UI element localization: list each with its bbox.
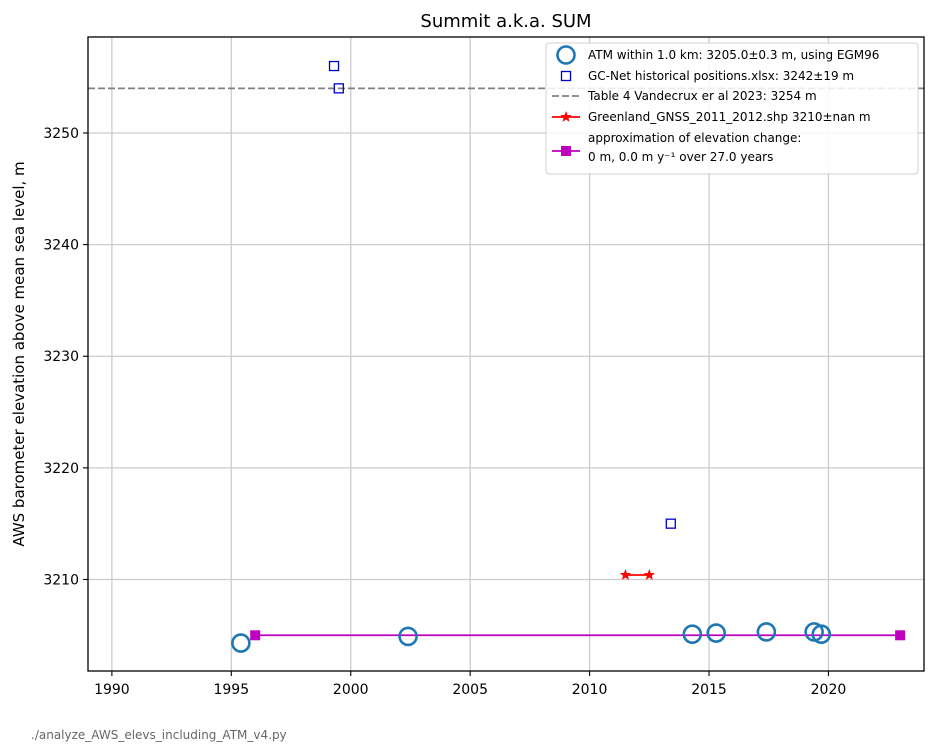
x-tick-label: 1990	[94, 682, 130, 698]
y-tick-label: 3240	[43, 238, 79, 254]
atm-point	[398, 626, 418, 647]
y-tick-label: 3230	[43, 349, 79, 365]
legend-gcnet-marker	[560, 70, 572, 82]
approximation-point	[250, 630, 261, 641]
legend-gnss-label: Greenland_GNSS_2011_2012.shp 3210±nan m	[588, 110, 871, 124]
x-tick-label: 2005	[452, 682, 488, 698]
legend-approx-label-line1: approximation of elevation change:	[588, 131, 801, 145]
legend: ATM within 1.0 km: 3205.0±0.3 m, using E…	[545, 42, 919, 175]
approximation-point	[895, 630, 906, 641]
legend-gnss-marker	[560, 111, 572, 122]
atm-point	[682, 624, 703, 644]
x-tick-label: 2010	[572, 682, 608, 698]
atm-point	[231, 633, 251, 653]
y-axis-label: AWS barometer elevation above mean sea l…	[10, 161, 28, 546]
chart-title: Summit a.k.a. SUM	[420, 11, 591, 32]
legend-atm-label: ATM within 1.0 km: 3205.0±0.3 m, using E…	[588, 48, 879, 62]
script-filename: ./analyze_AWS_elevs_including_ATM_v4.py	[31, 728, 287, 742]
legend-approx-marker	[561, 146, 571, 156]
legend-approx-label-line2: 0 m, 0.0 m y⁻¹ over 27.0 years	[588, 150, 773, 164]
x-tick-label: 2020	[811, 682, 847, 698]
gcnet-point	[333, 83, 344, 94]
gcnet-point	[665, 518, 676, 529]
gcnet-point	[328, 60, 340, 72]
y-tick-label: 3250	[43, 126, 79, 142]
y-tick-label: 3220	[43, 461, 79, 477]
gnss-point	[643, 569, 656, 580]
legend-gcnet-label: GC-Net historical positions.xlsx: 3242±1…	[588, 69, 854, 83]
atm-point	[706, 623, 726, 643]
plot-frame	[87, 36, 925, 672]
y-tick-label: 3210	[43, 572, 79, 588]
axis-ticks: 1990 1995 2000 2005 2010 2015 2020 3210 3220 3230…	[43, 126, 846, 698]
legend-vandecrux-label: Table 4 Vandecrux er al 2023: 3254 m	[587, 89, 817, 103]
legend-box	[545, 42, 919, 175]
gnss-point	[619, 569, 632, 580]
atm-point	[756, 622, 777, 642]
legend-atm-marker	[556, 45, 576, 65]
x-tick-label: 1995	[213, 682, 249, 698]
atm-point	[811, 624, 832, 644]
x-tick-label: 2015	[691, 682, 727, 698]
x-tick-label: 2000	[333, 682, 369, 698]
